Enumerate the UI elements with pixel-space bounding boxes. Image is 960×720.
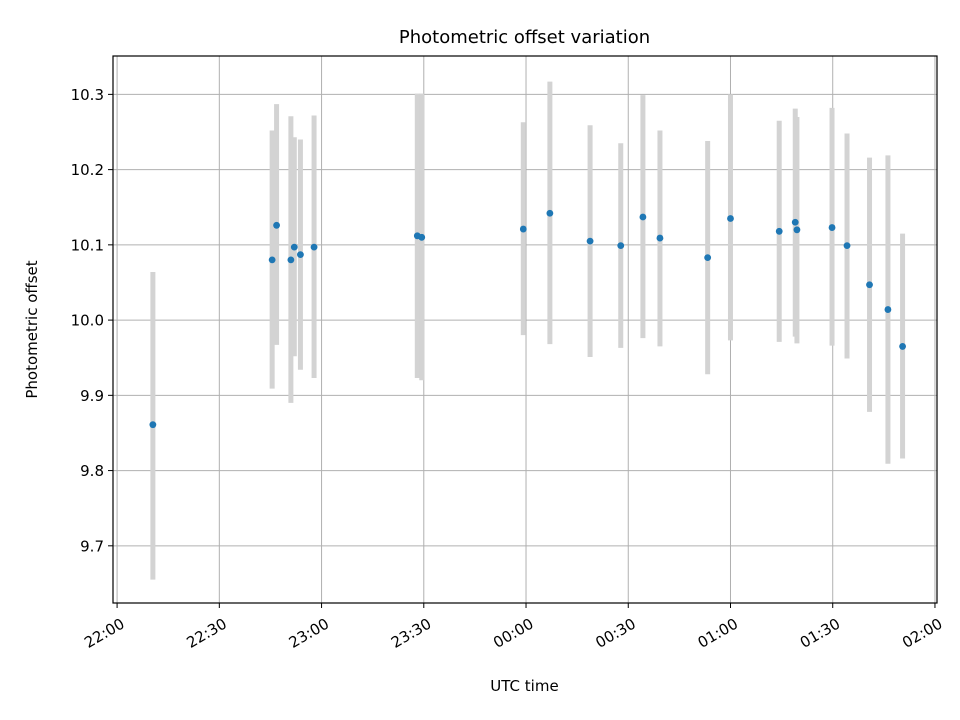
data-point [297,251,304,259]
data-point [639,213,647,221]
y-axis-ticks: 9.7 9.8 9.9 10.0 10.1 10.2 10.3 [71,86,113,555]
y-axis-label: Photometric offset [23,260,41,398]
data-point [287,256,295,264]
data-point [586,237,594,245]
data-point [884,306,892,313]
data-point [546,209,554,217]
data-point [617,242,625,250]
data-point [290,243,298,251]
y-tick-label: 10.1 [71,236,104,254]
y-tick-label: 10.3 [71,86,104,104]
y-tick-label: 9.9 [80,387,104,405]
data-point [310,243,318,251]
data-point [704,254,712,262]
y-tick-label: 10.0 [71,312,104,330]
data-point [775,227,783,235]
plot-frame [112,55,938,604]
y-tick-label: 10.2 [71,161,104,179]
data-point [519,225,527,233]
data-point [843,242,851,250]
data-point [656,234,664,242]
y-tick-label: 9.8 [80,462,104,480]
data-point [866,281,873,289]
data-point [793,226,801,234]
data-point [828,224,836,231]
x-axis-label: UTC time [490,677,558,695]
data-point [273,221,280,229]
y-tick-label: 9.7 [80,537,104,555]
data-point [268,256,276,264]
chart-title: Photometric offset variation [399,27,650,48]
data-point [899,343,906,350]
data-point [418,233,426,241]
data-points [149,209,906,429]
data-point [791,218,799,226]
data-point [727,215,734,222]
data-point [149,421,157,429]
